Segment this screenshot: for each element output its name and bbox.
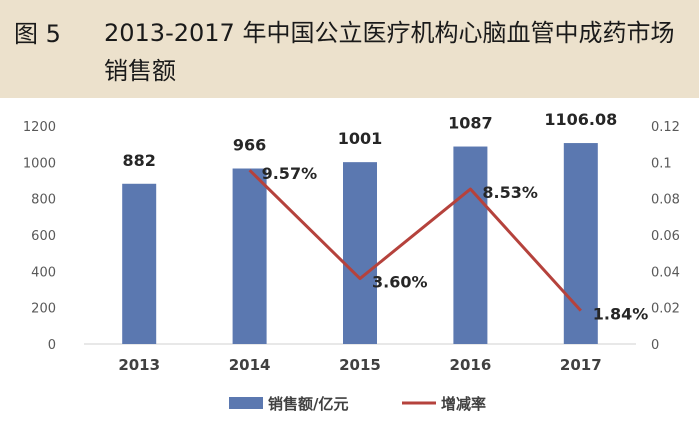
chart-title: 2013-2017 年中国公立医疗机构心脑血管中成药市场销售额 — [104, 19, 675, 85]
figure-label: 图 5 — [14, 20, 61, 48]
bar-2015 — [343, 162, 377, 344]
x-axis-category-label: 2016 — [450, 356, 492, 374]
bar-value-label: 966 — [233, 136, 266, 155]
left-axis-tick-label: 1200 — [23, 120, 56, 135]
x-axis-category-label: 2015 — [339, 356, 381, 374]
left-axis-tick-label: 0 — [48, 338, 56, 353]
bar-value-label: 1106.08 — [544, 110, 617, 129]
bar-value-label: 882 — [122, 151, 155, 170]
right-axis-tick-label: 0 — [651, 338, 659, 353]
left-axis-tick-label: 400 — [31, 265, 56, 280]
bar-value-label: 1001 — [338, 129, 383, 148]
growth-rate-label: 8.53% — [482, 183, 538, 202]
legend-label-line: 增减率 — [441, 395, 486, 413]
growth-rate-label: 3.60% — [372, 273, 428, 292]
bar-2014 — [232, 168, 267, 344]
right-axis-tick-label: 0.1 — [651, 156, 672, 171]
x-axis-category-label: 2013 — [118, 356, 160, 374]
bar-2016 — [453, 146, 488, 344]
growth-rate-label: 1.84% — [593, 305, 649, 324]
right-axis-tick-label: 0.12 — [651, 120, 680, 135]
left-axis-tick-label: 200 — [31, 302, 56, 317]
legend-swatch-bar — [229, 397, 263, 409]
left-axis-tick-label: 1000 — [23, 156, 56, 171]
left-axis-tick-label: 600 — [31, 229, 56, 244]
bar-value-label: 1087 — [448, 114, 493, 133]
chart: 0 200 400 600 800 1000 1200 0 0.02 0.04 0.06 0.08 0.… — [23, 110, 680, 413]
bar-2013 — [122, 183, 157, 344]
growth-rate-label: 9.57% — [262, 164, 318, 183]
x-axis-category-label: 2017 — [560, 356, 602, 374]
right-axis-tick-label: 0.04 — [651, 265, 680, 280]
title-band: 图 5 2013-2017 年中国公立医疗机构心脑血管中成药市场销售额 — [0, 0, 699, 98]
left-axis-tick-label: 800 — [31, 193, 56, 208]
legend-label-bar: 销售额/亿元 — [268, 395, 348, 413]
right-axis-tick-label: 0.08 — [651, 193, 680, 208]
x-axis-category-label: 2014 — [229, 356, 271, 374]
growth-rate-line — [248, 169, 582, 312]
right-axis-tick-label: 0.06 — [651, 229, 680, 244]
right-axis-tick-label: 0.02 — [651, 302, 680, 317]
